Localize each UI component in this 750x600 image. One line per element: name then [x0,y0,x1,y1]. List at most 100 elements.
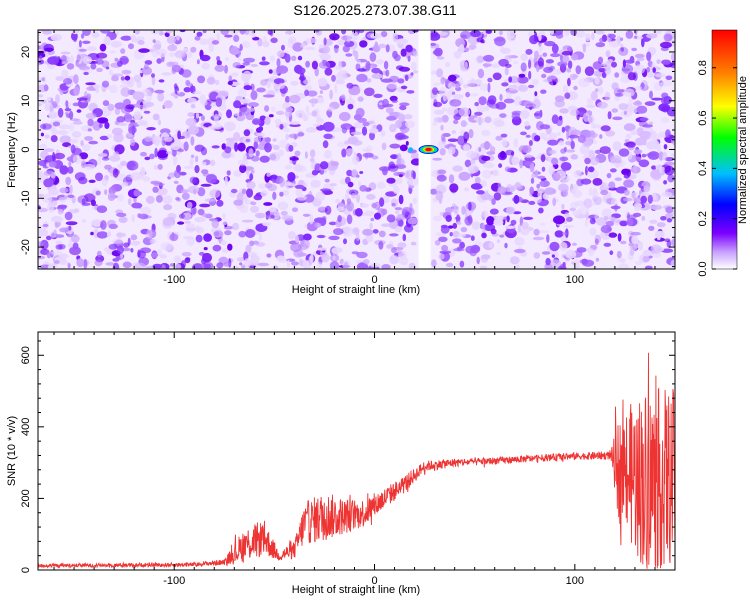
heatmap-cell [509,87,516,91]
heatmap-cell [288,36,297,45]
heatmap-cell [120,182,128,187]
heatmap-cell [412,30,419,33]
heatmap-cell [517,76,529,84]
heatmap-cell [183,47,188,52]
heatmap-cell [190,104,196,109]
heatmap-cell [554,99,565,108]
heatmap-cell [57,204,68,209]
heatmap-cell [557,61,568,67]
heatmap-cell [509,256,520,265]
heatmap-cell [38,170,44,180]
heatmap-cell [404,211,411,220]
heatmap-cell [381,264,391,269]
heatmap-cell [272,191,277,200]
heatmap-cell [291,55,297,61]
heatmap-cell [652,171,661,180]
heatmap-cell [230,188,238,194]
heatmap-cell [584,157,591,165]
heatmap-cell [72,242,79,250]
heatmap-cell [336,206,345,212]
heatmap-cell [156,187,168,196]
heatmap-cell [610,168,617,173]
heatmap-cell [602,183,610,188]
heatmap-cell [623,88,635,97]
heatmap-cell [451,91,456,95]
heatmap-cell [250,201,257,206]
heatmap-cell [660,216,667,221]
heatmap-cell [480,192,491,201]
heatmap-cell [226,109,232,119]
heatmap-cell [540,89,547,94]
heatmap-cell [256,87,266,93]
heatmap-cell [273,78,285,85]
heatmap-cell [667,174,675,183]
heatmap-cell [395,65,404,70]
heatmap-cell [59,187,69,194]
heatmap-cell [78,48,87,52]
heatmap-cell [452,222,458,229]
heatmap-cell [412,171,416,180]
heatmap-cell [123,242,130,248]
heatmap-cell [205,174,218,184]
heatmap-cell [517,84,529,92]
heatmap-cell [493,192,502,201]
heatmap-cell [250,83,255,91]
heatmap-cell [63,78,73,85]
heatmap-cell [86,93,92,100]
heatmap-cell [412,50,418,57]
heatmap-cell [99,43,107,52]
heatmap-cell [594,238,599,246]
heatmap-cell [466,150,477,159]
heatmap-cell [567,77,571,87]
heatmap-cell [476,190,485,195]
heatmap-cell [564,30,570,37]
heatmap-cell [42,30,52,35]
heatmap-cell [501,82,509,87]
heatmap-cell [395,119,402,129]
heatmap-cell [97,117,109,124]
heatmap-cell [635,260,642,266]
snr-y-tick-label: 200 [20,489,32,507]
heatmap-cell [468,115,479,123]
heatmap-cell [514,182,522,188]
heatmap-cell [316,234,326,239]
heatmap-cell [474,111,483,116]
heatmap-cell [464,216,473,226]
heatmap-cell [656,59,661,64]
heatmap-cell [248,107,255,112]
heatmap-cell [247,102,259,108]
heatmap-cell [221,248,229,254]
heatmap-cell [245,138,251,143]
heatmap-cell [476,256,480,265]
heatmap-cell [259,61,270,66]
heatmap-cell [66,63,75,70]
heatmap-cell [547,139,559,146]
heatmap-cell [392,32,398,42]
heatmap-cell [534,135,541,142]
heatmap-cell [322,140,329,149]
heatmap-x-axis-label: Height of straight line (km) [292,284,420,296]
heatmap-cell [600,225,612,234]
heatmap-cell [600,125,611,132]
heatmap-cell [554,230,564,238]
heatmap-cell [237,159,249,166]
heatmap-cell [200,115,205,121]
heatmap-cell [544,40,556,47]
heatmap-cell [491,198,496,205]
heatmap-cell [547,75,557,80]
heatmap-cell [411,61,417,71]
heatmap-cell [528,140,533,146]
heatmap-cell [490,228,497,235]
heatmap-cell [597,101,608,109]
heatmap-cell [438,253,445,260]
heatmap-cell [95,88,100,94]
heatmap-cell [286,259,290,268]
heatmap-cell [104,121,110,129]
heatmap-cell [665,75,673,81]
heatmap-cell [258,183,267,190]
heatmap-cell [504,225,516,229]
heatmap-cell [470,235,475,241]
heatmap-cell [436,68,444,78]
heatmap-cell [433,117,443,123]
